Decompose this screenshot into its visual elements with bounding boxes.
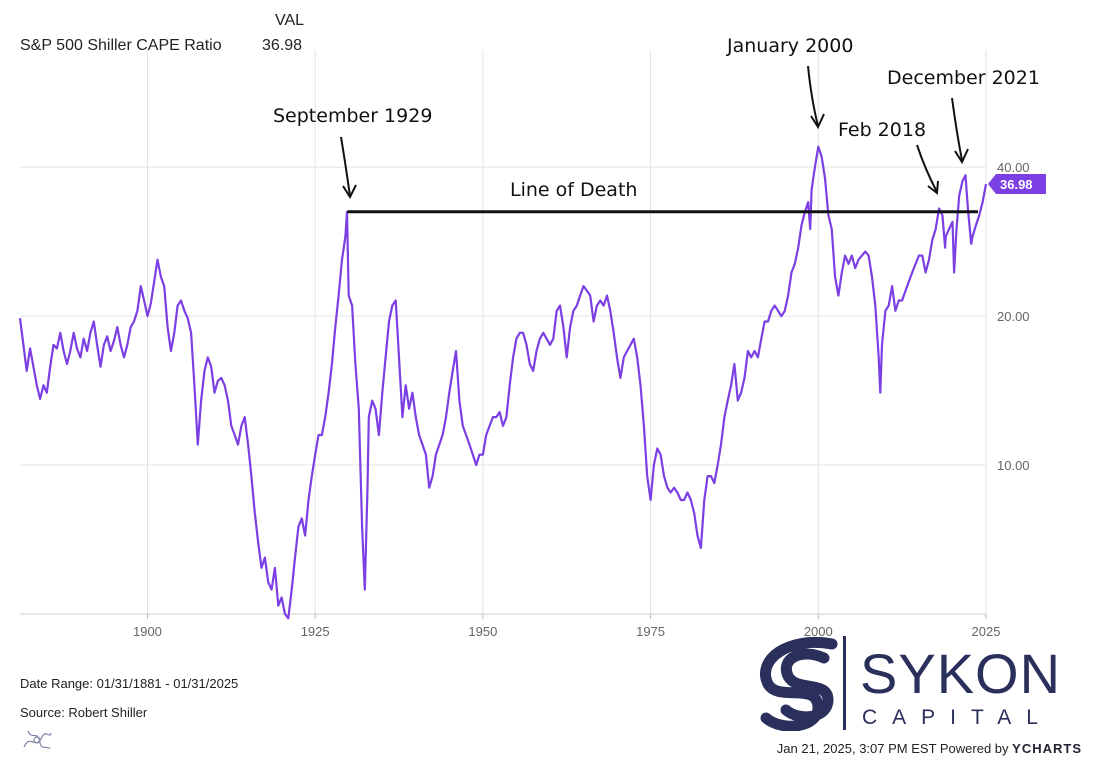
sykon-logo-divider [843,636,846,730]
x-tick-label: 1950 [468,624,497,639]
x-tick-label: 1975 [636,624,665,639]
y-tick-label: 40.00 [997,160,1030,175]
brand-sub: CAPITAL [862,706,1053,729]
ycharts-brand: YCHARTS [1012,741,1082,756]
x-tick-label: 1925 [301,624,330,639]
last-value-badge-text: 36.98 [1000,177,1033,192]
cape-series-line [18,145,988,620]
source-text: Source: Robert Shiller [20,705,148,720]
arrow-jan2000 [807,65,819,127]
date-range: Date Range: 01/31/1881 - 01/31/2025 [20,676,239,691]
last-value-badge: 36.98 [988,174,1046,195]
x-tick-label: 2025 [972,624,1001,639]
gridlines [20,50,987,614]
x-tick-label: 2000 [804,624,833,639]
arrowhead-sep1929 [342,184,357,200]
timestamp-text: Jan 21, 2025, 3:07 PM EST Powered by [776,741,1009,756]
last-value-badge-shape [988,174,1046,195]
line-of-death-label: Line of Death [510,179,637,201]
annotation-sep1929: September 1929 [273,105,432,127]
arrowhead-dec2021 [954,148,969,165]
y-axis-ticks: 10.00 20.00 40.00 [997,160,1030,473]
y-tick-label: 10.00 [997,458,1030,473]
y-tick-label: 20.00 [997,309,1030,324]
x-tick-label: 1900 [133,624,162,639]
legend-column-header: VAL [275,12,305,29]
ycharts-watermark-icon [23,730,52,750]
legend-series-name: S&P 500 Shiller CAPE Ratio [20,37,222,54]
annotation-dec2021: December 2021 [887,67,1040,89]
annotation-feb2018: Feb 2018 [838,119,926,141]
sykon-logo-emblem [760,637,838,731]
brand-name: SYKON [860,642,1058,705]
arrow-feb2018 [916,144,938,193]
footer-timestamp: Jan 21, 2025, 3:07 PM EST Powered by YCH… [777,741,1082,756]
arrow-dec2021 [951,97,963,161]
legend-series-value: 36.98 [262,37,303,54]
annotation-jan2000: January 2000 [726,35,853,57]
arrow-sep1929 [340,136,351,197]
sykon-capital-logo: SYKON CAPITAL [760,636,1058,731]
arrowhead-feb2018 [927,180,939,195]
x-axis-ticks: 1900 1925 1950 1975 2000 2025 [133,614,1000,639]
arrowhead-jan2000 [810,113,825,130]
